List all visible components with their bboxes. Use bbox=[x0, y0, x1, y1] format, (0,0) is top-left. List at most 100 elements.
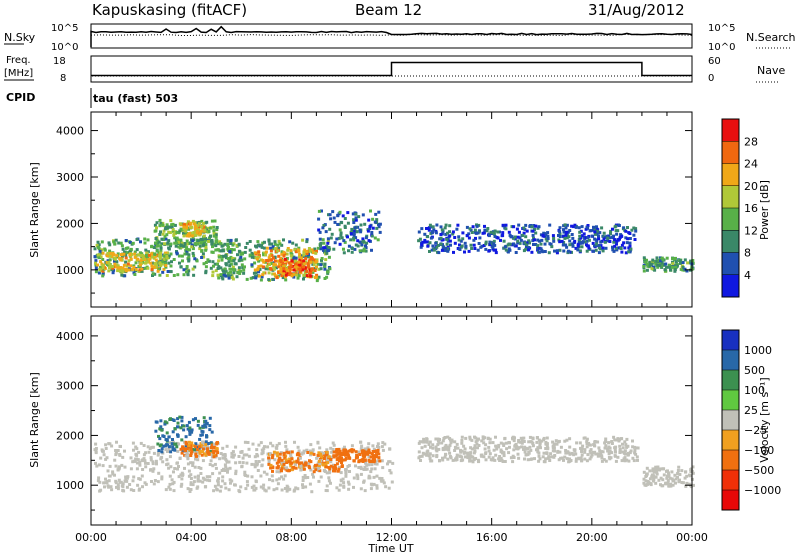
power-cell bbox=[313, 269, 317, 272]
velocity-cell bbox=[533, 457, 536, 461]
velocity-cell bbox=[590, 453, 594, 457]
velocity-cell bbox=[234, 445, 238, 449]
power-cell bbox=[534, 243, 538, 246]
power-cell bbox=[133, 273, 137, 276]
velocity-cell bbox=[212, 451, 216, 455]
velocity-cell bbox=[251, 442, 255, 446]
velocity-cell bbox=[270, 456, 274, 460]
velocity-cell bbox=[304, 463, 308, 467]
velocity-cell bbox=[441, 448, 445, 452]
power-cell bbox=[327, 213, 330, 217]
velocity-cell bbox=[626, 444, 630, 448]
power-cell bbox=[174, 244, 178, 248]
power-cell bbox=[558, 235, 562, 238]
velocity-cell bbox=[359, 440, 363, 444]
x-tick-label: 04:00 bbox=[175, 531, 207, 544]
velocity-cell bbox=[327, 455, 331, 459]
power-cell bbox=[257, 243, 261, 247]
power-cell bbox=[524, 223, 528, 227]
velocity-cell bbox=[674, 477, 678, 481]
velocity-cell bbox=[446, 457, 450, 461]
velocity-cell bbox=[320, 456, 324, 460]
power-cell bbox=[545, 239, 549, 243]
velocity-cell bbox=[223, 454, 227, 458]
velocity-cell bbox=[280, 488, 284, 492]
power-cell bbox=[268, 266, 272, 270]
power-cell bbox=[470, 247, 474, 250]
velocity-cell bbox=[464, 436, 468, 440]
power-cell bbox=[498, 230, 501, 234]
power-cell bbox=[277, 265, 281, 269]
velocity-cell bbox=[450, 438, 454, 442]
velocity-cell bbox=[691, 471, 695, 475]
velocity-cell bbox=[499, 441, 503, 445]
velocity-cell bbox=[520, 441, 524, 445]
power-cell bbox=[229, 242, 233, 245]
power-cell bbox=[139, 254, 143, 258]
velocity-cell bbox=[344, 468, 348, 472]
velocity-cell bbox=[204, 440, 208, 444]
power-cell bbox=[134, 267, 138, 271]
power-cell bbox=[622, 226, 626, 230]
power-cell bbox=[434, 241, 438, 245]
power-cell bbox=[461, 231, 465, 235]
velocity-cell bbox=[670, 470, 674, 474]
velocity-cell bbox=[198, 451, 202, 455]
velocity-cell bbox=[111, 472, 115, 476]
power-cell bbox=[620, 234, 624, 238]
x-tick-label: 00:00 bbox=[75, 531, 107, 544]
velocity-cell bbox=[190, 441, 194, 445]
power-cell bbox=[367, 239, 371, 243]
velocity-cell bbox=[142, 444, 146, 447]
velocity-cell bbox=[441, 439, 445, 443]
velocity-cell bbox=[319, 475, 323, 479]
power-cell bbox=[667, 265, 671, 269]
power-cell bbox=[172, 258, 176, 261]
power-cell bbox=[437, 251, 441, 255]
power-cell bbox=[378, 230, 382, 234]
velocity-cell bbox=[290, 468, 294, 472]
velocity-cell bbox=[613, 438, 617, 442]
velocity-cell bbox=[469, 454, 473, 458]
x-tick-label: 12:00 bbox=[376, 531, 408, 544]
velocity-cell bbox=[535, 440, 539, 444]
velocity-cell bbox=[246, 474, 250, 478]
velocity-cell bbox=[367, 476, 371, 480]
colorbar-tick-label: 100 bbox=[744, 384, 765, 397]
power-cell bbox=[469, 243, 473, 247]
power-cell bbox=[567, 235, 571, 239]
power-cell bbox=[672, 263, 675, 267]
velocity-cell bbox=[312, 452, 316, 456]
velocity-cell bbox=[296, 487, 300, 491]
velocity-cell bbox=[582, 436, 586, 440]
power-cell bbox=[599, 244, 603, 248]
power-cell bbox=[192, 222, 196, 226]
power-cell bbox=[147, 253, 151, 257]
power-cell bbox=[96, 263, 100, 267]
power-cell bbox=[165, 274, 169, 277]
colorbar-tick-label: 4 bbox=[744, 269, 751, 282]
power-cell bbox=[219, 266, 223, 270]
velocity-cell bbox=[520, 438, 524, 442]
velocity-cell bbox=[184, 444, 188, 448]
power-cell bbox=[296, 276, 300, 280]
power-cell bbox=[319, 241, 323, 245]
power-cell bbox=[228, 264, 232, 268]
power-cell bbox=[212, 234, 216, 238]
power-cell bbox=[423, 232, 427, 236]
velocity-cell bbox=[267, 462, 271, 466]
colorbar-tick-label: −100 bbox=[744, 444, 774, 457]
velocity-cell bbox=[113, 473, 116, 477]
power-cell bbox=[540, 238, 544, 242]
velocity-cell bbox=[231, 450, 235, 454]
velocity-cell bbox=[152, 467, 156, 471]
velocity-cell bbox=[568, 457, 572, 461]
velocity-cell bbox=[301, 451, 305, 455]
velocity-cell bbox=[623, 458, 626, 462]
power-cell bbox=[654, 262, 658, 266]
velocity-cell bbox=[319, 454, 323, 458]
velocity-cell bbox=[504, 441, 508, 445]
velocity-cell bbox=[583, 450, 587, 454]
power-cell bbox=[192, 254, 196, 258]
